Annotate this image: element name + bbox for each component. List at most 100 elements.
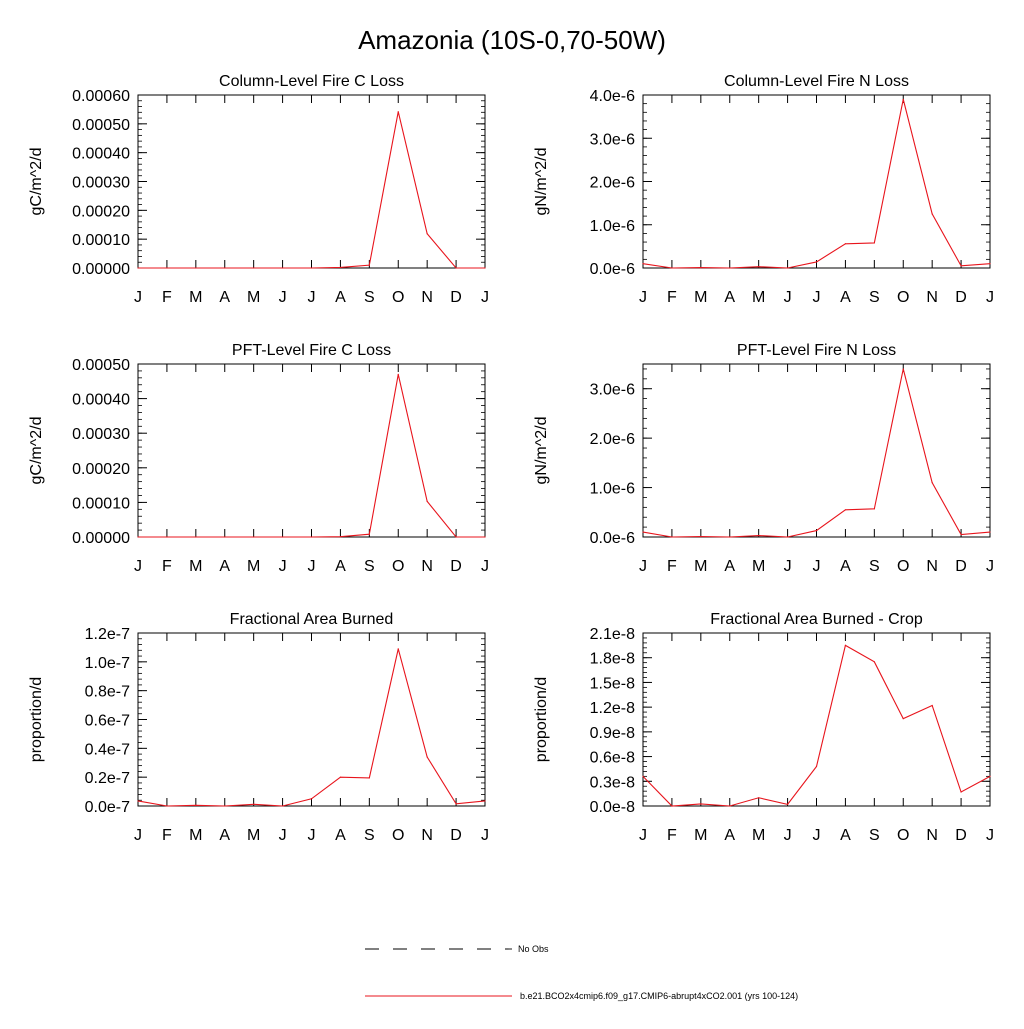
- data-point: [989, 263, 991, 265]
- x-tick-label: D: [450, 558, 462, 575]
- x-tick-label: O: [392, 827, 404, 844]
- y-tick-label: 0.9e-8: [590, 725, 635, 742]
- x-tick-label: S: [364, 558, 375, 575]
- x-tick-label: D: [955, 827, 967, 844]
- x-tick-label: M: [752, 289, 765, 306]
- plot-frame: [642, 632, 991, 807]
- data-point: [339, 776, 342, 778]
- y-tick-label: 0.00010: [72, 495, 130, 512]
- data-point: [758, 797, 760, 799]
- plot-frame: [642, 363, 991, 538]
- y-axis-label: gN/m^2/d: [533, 417, 550, 485]
- data-point: [700, 266, 702, 269]
- y-tick-label: 3.0e-6: [590, 131, 635, 148]
- x-tick-label: J: [986, 827, 994, 844]
- x-tick-label: S: [364, 827, 375, 844]
- y-tick-label: 0.0e-7: [85, 799, 130, 816]
- legend-obs-label: No Obs: [518, 944, 549, 954]
- data-point: [166, 536, 168, 538]
- y-tick-label: 0.00040: [72, 146, 130, 163]
- data-point: [455, 267, 457, 269]
- y-tick-label: 1.8e-8: [590, 651, 635, 668]
- data-point: [195, 804, 197, 806]
- y-axis-label: proportion/d: [533, 677, 550, 762]
- y-tick-label: 0.00030: [72, 175, 130, 192]
- y-tick-label: 0.00030: [72, 426, 130, 443]
- y-tick-label: 0.00020: [72, 203, 130, 220]
- data-point: [368, 777, 370, 779]
- data-point: [310, 536, 313, 538]
- x-tick-label: F: [667, 289, 677, 306]
- y-tick-label: 0.8e-7: [85, 684, 130, 701]
- data-point: [368, 533, 370, 535]
- y-tick-label: 2.1e-8: [590, 626, 635, 643]
- data-point: [224, 805, 226, 807]
- y-tick-label: 0.00040: [72, 392, 130, 409]
- data-point: [137, 800, 139, 802]
- y-axis-label: proportion/d: [28, 677, 45, 762]
- chart-title: Fractional Area Burned: [230, 611, 394, 628]
- data-point: [758, 534, 760, 537]
- x-tick-label: J: [308, 827, 316, 844]
- x-tick-label: J: [639, 289, 647, 306]
- x-tick-label: A: [335, 289, 346, 306]
- data-point: [281, 536, 284, 538]
- y-tick-label: 0.00050: [72, 357, 130, 374]
- x-tick-label: F: [667, 827, 677, 844]
- data-point: [137, 536, 139, 538]
- plot-frame: [137, 94, 486, 269]
- y-tick-label: 0.00050: [72, 117, 130, 134]
- data-point: [195, 536, 197, 538]
- x-tick-label: M: [247, 558, 260, 575]
- chart-title: PFT-Level Fire C Loss: [232, 342, 391, 359]
- y-tick-label: 0.6e-7: [85, 713, 130, 730]
- x-tick-label: J: [308, 558, 316, 575]
- x-tick-label: J: [134, 289, 142, 306]
- data-point: [815, 765, 818, 768]
- x-tick-label: N: [926, 558, 938, 575]
- data-point: [729, 267, 731, 269]
- x-tick-label: A: [840, 558, 851, 575]
- data-point: [642, 263, 644, 265]
- data-point: [902, 98, 904, 100]
- chart-title: Column-Level Fire C Loss: [219, 73, 404, 90]
- x-tick-label: J: [481, 827, 489, 844]
- series-line-1: [138, 111, 485, 269]
- x-tick-label: O: [897, 289, 909, 306]
- x-tick-label: D: [450, 289, 462, 306]
- data-point: [786, 536, 789, 538]
- data-point: [642, 775, 644, 777]
- x-tick-label: D: [955, 289, 967, 306]
- x-tick-label: S: [869, 289, 880, 306]
- x-tick-label: A: [219, 558, 230, 575]
- data-point: [397, 111, 399, 113]
- x-tick-label: J: [813, 558, 821, 575]
- series-line-1: [642, 644, 991, 807]
- series-line-1: [642, 99, 991, 269]
- data-point: [989, 531, 991, 533]
- data-point: [224, 536, 226, 538]
- y-tick-label: 0.0e-6: [590, 261, 635, 278]
- data-point: [281, 805, 284, 807]
- x-tick-label: F: [162, 289, 172, 306]
- chart-title: PFT-Level Fire N Loss: [737, 342, 896, 359]
- data-point: [137, 267, 139, 269]
- x-tick-label: O: [897, 558, 909, 575]
- data-point: [844, 644, 847, 646]
- x-tick-label: J: [279, 558, 287, 575]
- x-tick-label: A: [335, 558, 346, 575]
- data-point: [786, 267, 789, 269]
- x-tick-label: M: [189, 558, 202, 575]
- y-tick-label: 1.2e-8: [590, 700, 635, 717]
- x-tick-label: J: [308, 289, 316, 306]
- data-point: [989, 775, 991, 777]
- x-tick-label: J: [813, 289, 821, 306]
- x-tick-label: S: [869, 827, 880, 844]
- data-point: [310, 267, 313, 269]
- x-tick-label: A: [724, 289, 735, 306]
- x-tick-label: J: [639, 827, 647, 844]
- data-point: [786, 803, 789, 805]
